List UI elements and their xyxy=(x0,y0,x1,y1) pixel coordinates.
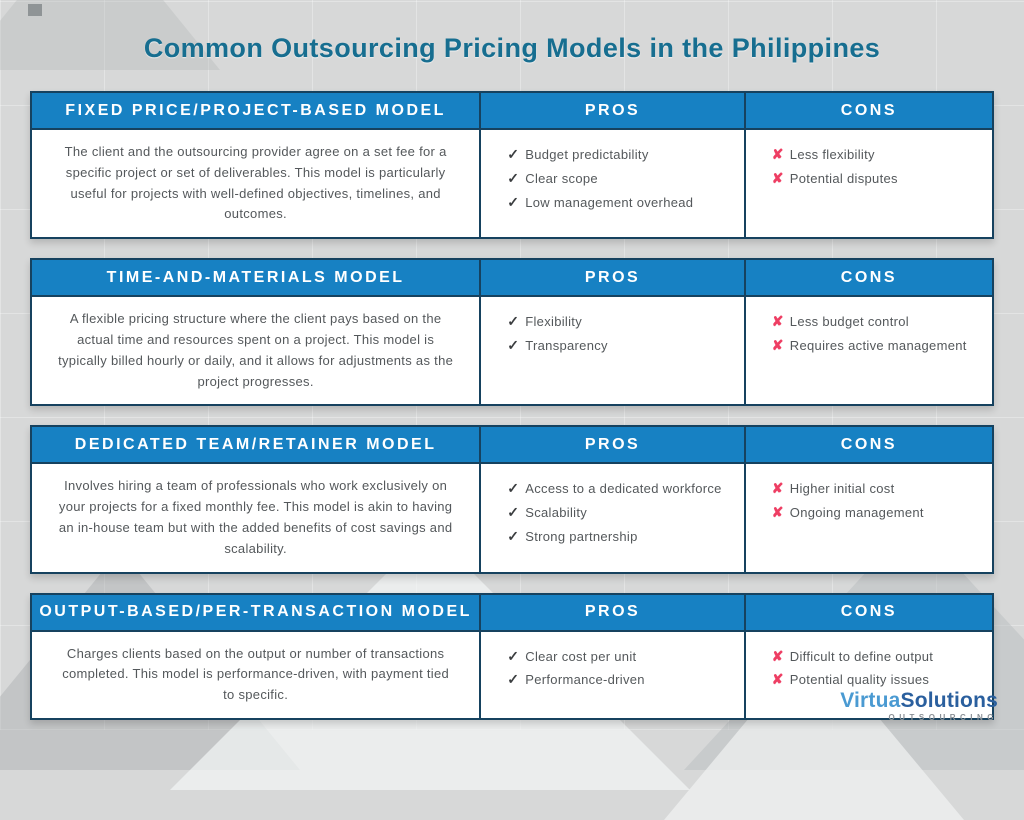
con-item: ✘ Less budget control xyxy=(772,310,982,334)
cons-column-header: CONS xyxy=(743,258,995,298)
infographic-page: Common Outsourcing Pricing Models in the… xyxy=(29,33,998,722)
x-icon: ✘ xyxy=(771,313,784,330)
logo-tagline: OUTSOURCING xyxy=(888,713,998,722)
virtua-solutions-logo: VirtuaSolutions OUTSOURCING xyxy=(840,690,998,722)
cons-list: ✘ Higher initial cost ✘ Ongoing management xyxy=(772,477,982,525)
cons-list: ✘ Difficult to define output ✘ Potential q… xyxy=(772,645,982,693)
check-icon: ✓ xyxy=(507,480,520,497)
pros-cell: ✓ Flexibility ✓ Transparency xyxy=(479,295,746,407)
con-item-label: Difficult to define output xyxy=(789,648,934,664)
model-title-header: FIXED PRICE/PROJECT-BASED MODEL xyxy=(29,91,482,130)
pro-item-label: Low management overhead xyxy=(525,194,694,210)
con-item-label: Less budget control xyxy=(789,314,909,330)
pro-item: ✓ Clear cost per unit xyxy=(507,645,734,669)
model-description: Involves hiring a team of professionals … xyxy=(29,462,482,574)
pro-item: ✓ Low management overhead xyxy=(507,191,734,215)
check-icon: ✓ xyxy=(507,647,520,664)
x-icon: ✘ xyxy=(771,480,784,497)
check-icon: ✓ xyxy=(507,504,520,521)
check-icon: ✓ xyxy=(507,336,520,353)
cons-list: ✘ Less flexibility ✘ Potential disputes xyxy=(772,143,982,191)
check-icon: ✓ xyxy=(507,527,520,544)
con-item: ✘ Ongoing management xyxy=(772,501,982,525)
pricing-model-table-time-and-materials: TIME-AND-MATERIALS MODEL PROS CONS A fle… xyxy=(29,258,995,407)
pro-item: ✓ Flexibility xyxy=(507,310,734,334)
con-item: ✘ Higher initial cost xyxy=(772,477,982,501)
corner-mark-decoration xyxy=(28,4,42,16)
page-title: Common Outsourcing Pricing Models in the… xyxy=(143,33,881,63)
model-title-header: DEDICATED TEAM/RETAINER MODEL xyxy=(29,425,482,465)
pros-list: ✓ Clear cost per unit ✓ Performance-driven xyxy=(507,645,734,693)
model-description: Charges clients based on the output or n… xyxy=(29,629,482,720)
x-icon: ✘ xyxy=(771,671,784,688)
pro-item-label: Clear scope xyxy=(525,170,598,186)
pro-item: ✓ Scalability xyxy=(507,501,734,525)
con-item-label: Less flexibility xyxy=(789,147,875,162)
model-title-header: OUTPUT-BASED/PER-TRANSACTION MODEL xyxy=(29,592,482,632)
cons-column-header: CONS xyxy=(743,425,995,465)
x-icon: ✘ xyxy=(771,504,784,521)
con-item-label: Requires active management xyxy=(789,337,967,353)
pro-item: ✓ Transparency xyxy=(507,334,734,358)
con-item: ✘ Requires active management xyxy=(772,334,982,358)
check-icon: ✓ xyxy=(507,193,520,210)
con-item: ✘ Potential disputes xyxy=(772,167,982,191)
cons-column-header: CONS xyxy=(743,91,995,130)
x-icon: ✘ xyxy=(771,146,784,162)
pros-list: ✓ Access to a dedicated workforce ✓ Scalab… xyxy=(507,477,734,548)
x-icon: ✘ xyxy=(771,169,784,186)
pro-item: ✓ Budget predictability xyxy=(507,143,734,167)
model-description: The client and the outsourcing provider … xyxy=(29,127,482,240)
logo-text-solutions: Solutions xyxy=(900,689,998,712)
con-item-label: Potential disputes xyxy=(789,170,898,186)
pros-cell: ✓ Clear cost per unit ✓ Performance-driven xyxy=(479,629,746,720)
pros-list: ✓ Budget predictability ✓ Clear scope ✓ Low… xyxy=(507,143,734,214)
x-icon: ✘ xyxy=(771,336,784,353)
check-icon: ✓ xyxy=(507,313,520,330)
pro-item-label: Strong partnership xyxy=(525,528,638,544)
pros-cell: ✓ Access to a dedicated workforce ✓ Scalab… xyxy=(479,462,746,574)
check-icon: ✓ xyxy=(507,671,520,688)
pricing-model-table-fixed-price: FIXED PRICE/PROJECT-BASED MODEL PROS CON… xyxy=(29,91,995,240)
pro-item: ✓ Clear scope xyxy=(507,167,734,191)
pro-item: ✓ Performance-driven xyxy=(507,668,734,692)
cons-column-header: CONS xyxy=(743,592,995,632)
pro-item-label: Transparency xyxy=(525,337,608,353)
pro-item-label: Access to a dedicated workforce xyxy=(525,481,722,497)
x-icon: ✘ xyxy=(771,647,784,664)
cons-cell: ✘ Higher initial cost ✘ Ongoing management xyxy=(743,462,995,574)
pros-list: ✓ Flexibility ✓ Transparency xyxy=(507,310,734,358)
pro-item: ✓ Access to a dedicated workforce xyxy=(507,477,734,501)
pros-column-header: PROS xyxy=(479,258,746,298)
pros-column-header: PROS xyxy=(479,425,746,465)
cons-cell: ✘ Less budget control ✘ Requires active ma… xyxy=(743,295,995,407)
pro-item-label: Clear cost per unit xyxy=(525,648,637,664)
logo-wordmark: VirtuaSolutions xyxy=(840,690,998,711)
model-title-header: TIME-AND-MATERIALS MODEL xyxy=(29,258,482,298)
pros-column-header: PROS xyxy=(479,91,746,130)
pricing-model-table-dedicated-team: DEDICATED TEAM/RETAINER MODEL PROS CONS … xyxy=(29,425,995,574)
con-item: ✘ Difficult to define output xyxy=(772,645,982,669)
con-item: ✘ Less flexibility xyxy=(772,143,982,167)
check-icon: ✓ xyxy=(507,146,520,162)
pro-item: ✓ Strong partnership xyxy=(507,525,734,549)
pros-cell: ✓ Budget predictability ✓ Clear scope ✓ Low… xyxy=(479,127,746,240)
pro-item-label: Performance-driven xyxy=(525,672,645,688)
pro-item-label: Scalability xyxy=(525,505,588,521)
logo-text-virtua: Virtua xyxy=(840,689,901,712)
pro-item-label: Flexibility xyxy=(525,314,583,330)
con-item-label: Ongoing management xyxy=(789,505,924,521)
pros-column-header: PROS xyxy=(479,592,746,632)
con-item-label: Higher initial cost xyxy=(789,481,895,497)
pro-item-label: Budget predictability xyxy=(525,147,649,162)
model-description: A flexible pricing structure where the c… xyxy=(29,295,482,407)
con-item-label: Potential quality issues xyxy=(789,672,930,688)
cons-cell: ✘ Less flexibility ✘ Potential disputes xyxy=(743,127,995,240)
cons-list: ✘ Less budget control ✘ Requires active ma… xyxy=(772,310,982,358)
check-icon: ✓ xyxy=(507,169,520,186)
